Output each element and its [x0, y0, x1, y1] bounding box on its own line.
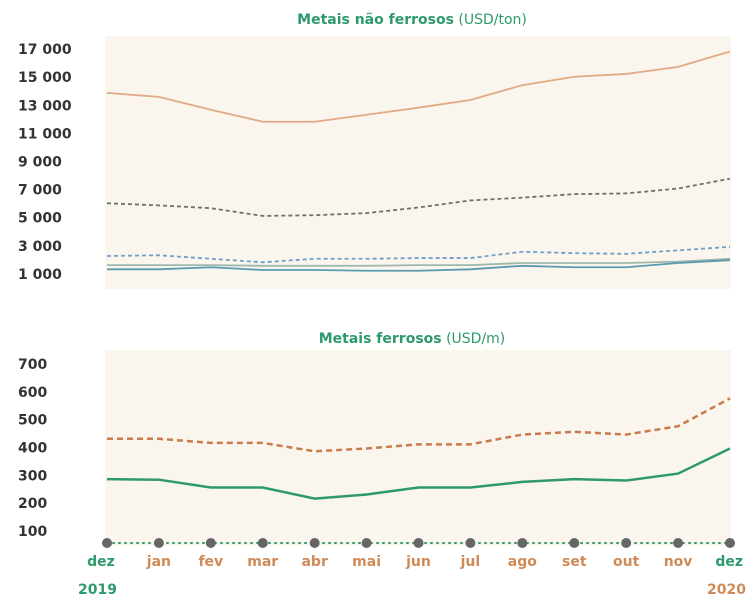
y-tick-label: 400: [18, 441, 47, 457]
x-axis-dot: [205, 538, 216, 548]
x-tick-label: nov: [664, 554, 693, 570]
x-axis-dot: [725, 538, 735, 548]
series-line: [107, 397, 731, 453]
plot-background: [105, 36, 731, 289]
x-tick-label: dez: [87, 554, 115, 570]
x-tick-label: out: [613, 554, 640, 570]
year-label: 2019: [78, 582, 117, 598]
y-tick-label: 13 000: [18, 98, 72, 114]
x-axis-dot: [673, 538, 684, 548]
x-tick-label: abr: [301, 554, 327, 570]
y-tick-label: 1 000: [18, 267, 62, 283]
x-axis-dot: [569, 538, 580, 548]
y-tick-label: 15 000: [18, 70, 72, 86]
series-line: [107, 257, 731, 267]
title-unit: (USD/m): [446, 331, 505, 347]
series-line: [106, 50, 731, 123]
y-tick-label: 100: [18, 524, 47, 540]
chart-title: Metais não ferrosos (USD/ton): [297, 12, 527, 28]
title-main: Metais ferrosos: [319, 331, 442, 347]
y-tick-label: 5 000: [18, 211, 62, 227]
x-axis-dot: [465, 538, 476, 548]
y-tick-label: 17 000: [18, 42, 72, 58]
y-tick-label: 600: [18, 385, 47, 401]
x-axis-dot: [621, 538, 632, 548]
x-axis-dot: [153, 538, 164, 548]
x-axis-dot: [517, 538, 528, 548]
y-tick-label: 7 000: [18, 183, 62, 199]
x-tick-label: jan: [146, 554, 171, 570]
x-tick-label: ago: [508, 554, 537, 570]
x-tick-label: set: [562, 554, 587, 570]
y-tick-label: 11 000: [18, 126, 72, 142]
x-axis-dot: [413, 538, 424, 548]
x-axis-dot: [309, 538, 320, 548]
title-unit: (USD/ton): [458, 12, 526, 28]
x-tick-label: jun: [405, 554, 431, 570]
series-line: [106, 245, 731, 264]
x-tick-label: dez: [715, 554, 743, 570]
x-tick-label: jul: [460, 554, 481, 570]
y-tick-label: 3 000: [18, 239, 62, 255]
x-axis-dot: [257, 538, 268, 548]
chart-title: Metais ferrosos (USD/m): [319, 331, 506, 347]
y-tick-label: 300: [18, 468, 47, 484]
x-axis-dot: [361, 538, 372, 548]
series-line: [106, 447, 731, 500]
y-tick-label: 9 000: [18, 155, 62, 171]
x-axis-dot: [102, 538, 112, 548]
x-tick-label: fev: [198, 554, 223, 570]
plot-background: [105, 350, 731, 546]
y-tick-label: 200: [18, 496, 47, 512]
y-tick-label: 500: [18, 413, 47, 429]
series-line: [107, 259, 731, 272]
year-label: 2020: [707, 582, 746, 598]
title-main: Metais não ferrosos: [297, 12, 454, 28]
x-tick-label: mai: [352, 554, 381, 570]
series-line: [106, 177, 731, 217]
x-tick-label: mar: [247, 554, 278, 570]
y-tick-label: 700: [18, 357, 47, 373]
